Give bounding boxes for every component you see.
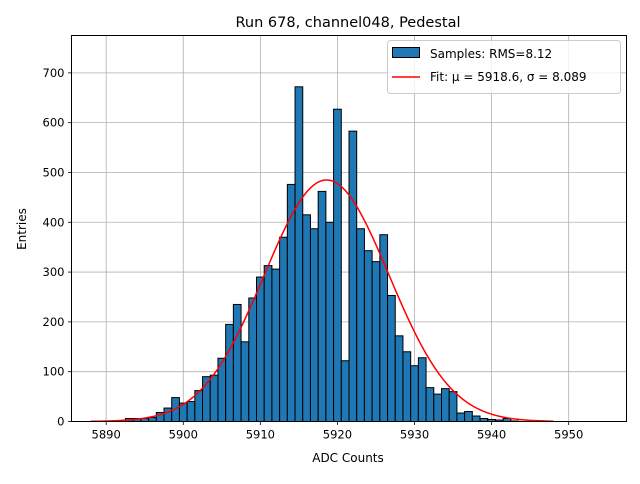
x-tick-label: 5940 bbox=[477, 428, 506, 442]
histogram-bar bbox=[318, 191, 326, 421]
x-tick-label: 5930 bbox=[400, 428, 429, 442]
histogram-bar bbox=[434, 394, 442, 421]
histogram-bar bbox=[403, 352, 411, 422]
histogram-bar bbox=[411, 366, 419, 422]
histogram-bar bbox=[210, 375, 218, 421]
histogram-bar bbox=[457, 413, 465, 421]
histogram-bar bbox=[326, 222, 334, 421]
chart-title: Run 678, channel048, Pedestal bbox=[235, 15, 460, 31]
x-tick-label: 5900 bbox=[169, 428, 198, 442]
histogram-bar bbox=[364, 251, 372, 422]
histogram-bar bbox=[349, 131, 357, 421]
histogram-bar bbox=[426, 388, 434, 422]
x-axis-label: ADC Counts bbox=[312, 451, 384, 465]
y-tick-label: 100 bbox=[43, 365, 65, 379]
histogram-bar bbox=[249, 298, 257, 422]
histogram-bar bbox=[241, 342, 249, 422]
histogram-bar bbox=[257, 277, 265, 421]
x-tick-label: 5950 bbox=[554, 428, 583, 442]
legend: Samples: RMS=8.12 Fit: μ = 5918.6, σ = 8… bbox=[388, 41, 621, 94]
histogram-bar bbox=[334, 109, 342, 421]
histogram-bar bbox=[395, 336, 403, 422]
y-tick-label: 600 bbox=[43, 116, 65, 130]
y-tick-label: 0 bbox=[57, 415, 64, 429]
histogram-bar bbox=[465, 412, 473, 422]
histogram-bar bbox=[472, 416, 480, 421]
y-tick-label: 500 bbox=[43, 165, 65, 179]
histogram-bar bbox=[164, 408, 172, 421]
histogram-bar bbox=[341, 361, 349, 422]
y-tick-label: 200 bbox=[43, 315, 65, 329]
legend-histogram-swatch bbox=[393, 48, 420, 58]
histogram-bar bbox=[280, 237, 288, 421]
histogram-bar bbox=[233, 304, 241, 421]
y-tick-label: 400 bbox=[43, 215, 65, 229]
histogram-bar bbox=[226, 324, 234, 421]
histogram-bar bbox=[264, 266, 272, 422]
histogram-bar bbox=[187, 402, 195, 422]
histogram-bar bbox=[295, 87, 303, 422]
histogram-bar bbox=[388, 295, 396, 421]
x-tick-label: 5890 bbox=[92, 428, 121, 442]
x-tick-label: 5910 bbox=[246, 428, 275, 442]
x-tick-label: 5920 bbox=[323, 428, 352, 442]
y-tick-label: 700 bbox=[43, 66, 65, 80]
y-axis-label: Entries bbox=[15, 208, 29, 250]
histogram-bar bbox=[357, 229, 365, 422]
histogram-bar bbox=[418, 358, 426, 422]
histogram-bar bbox=[442, 389, 450, 422]
histogram-bar bbox=[310, 229, 318, 422]
histogram-bar bbox=[449, 392, 457, 422]
histogram-bar bbox=[149, 418, 157, 422]
legend-fit-label: Fit: μ = 5918.6, σ = 8.089 bbox=[430, 70, 587, 84]
y-tick-label: 300 bbox=[43, 265, 65, 279]
histogram-bar bbox=[372, 262, 380, 422]
histogram-bar bbox=[303, 215, 311, 422]
histogram-bar bbox=[272, 269, 280, 421]
legend-histogram-label: Samples: RMS=8.12 bbox=[430, 47, 552, 61]
